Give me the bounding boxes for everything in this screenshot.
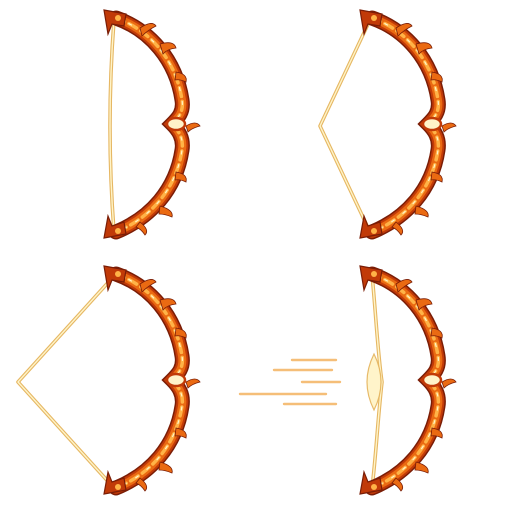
bow-tips xyxy=(103,265,127,495)
frame-half-draw xyxy=(256,0,512,256)
bow-sprite xyxy=(103,9,201,240)
bowstring xyxy=(108,19,116,233)
bow-grip xyxy=(165,372,187,388)
bowstring xyxy=(318,19,372,233)
frame-full-draw xyxy=(0,256,256,512)
bow-sprite xyxy=(238,265,457,496)
bow-sprite xyxy=(318,9,457,240)
bow-sprite xyxy=(16,265,201,496)
bow-limb xyxy=(103,265,201,496)
bow-tips xyxy=(103,9,127,239)
bow-grip xyxy=(421,372,443,388)
bow-grip xyxy=(165,116,187,132)
bowstring xyxy=(16,274,116,490)
bow-grip xyxy=(421,116,443,132)
frame-idle xyxy=(0,0,256,256)
bow-limb xyxy=(359,9,457,240)
bow-tips xyxy=(359,9,383,239)
bow-tips xyxy=(359,265,383,495)
frame-release xyxy=(238,256,512,512)
bow-limb xyxy=(103,9,201,240)
bow-limb xyxy=(359,265,457,496)
release-effect xyxy=(238,273,384,489)
